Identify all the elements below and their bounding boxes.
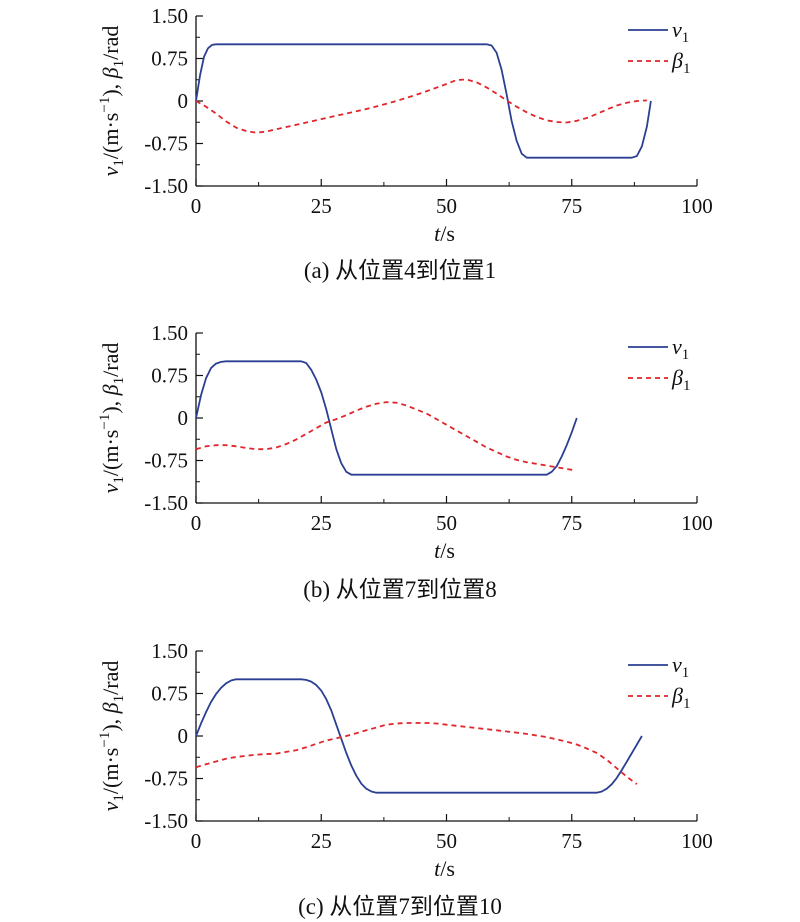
x-axis-label-var: t [434, 856, 441, 881]
y-axis-label-v: v [98, 166, 123, 176]
y-tick-label: 0 [178, 724, 189, 748]
legend-sub: 1 [683, 696, 691, 712]
y-axis-label-unit: /(m·s [98, 113, 123, 159]
y-axis-label-v-sub: 1 [111, 794, 127, 802]
y-axis-label-beta: β [98, 384, 123, 396]
y-axis-label-v-sub: 1 [111, 159, 127, 167]
legend-label-v1: v1 [672, 652, 689, 681]
x-tick-label: 75 [561, 194, 582, 218]
series-line-v1 [195, 43, 652, 159]
x-axis-label-var: t [434, 538, 441, 563]
y-axis-label-unit-sup: −1 [97, 414, 113, 430]
x-axis-label-unit: /s [440, 538, 455, 563]
y-axis-label-beta: β [98, 702, 123, 714]
chart-panel-1: 1.500.750-0.75-1.500 25 50 75 100t/sv1/(m·s−… [97, 4, 713, 283]
x-tick-label: 0 [191, 511, 202, 535]
y-axis-label-unit-sup: −1 [97, 97, 113, 113]
y-tick-label: 0 [178, 89, 189, 113]
y-axis-label-beta-unit: /rad [98, 661, 123, 695]
legend-label-v1: v1 [672, 334, 689, 363]
y-axis-label-unit-close: ), [98, 395, 123, 413]
y-tick-label: 0.75 [151, 47, 188, 71]
y-tick-label: -1.50 [144, 809, 188, 833]
x-axis-label: t/s [434, 856, 455, 881]
y-axis-label-v-sub: 1 [111, 476, 127, 484]
y-tick-label: 1.50 [151, 639, 188, 663]
legend-label-beta1: β1 [671, 365, 690, 394]
y-axis-label-beta-sub: 1 [111, 60, 127, 68]
series-line-beta1 [195, 78, 647, 134]
panel-caption: (b) 从位置7到位置8 [303, 577, 497, 602]
y-tick-label: 1.50 [151, 321, 188, 345]
legend-symbol: v [672, 652, 682, 677]
y-axis-label: v1/(m·s−1), β1/rad [97, 661, 127, 812]
legend-symbol: v [672, 334, 682, 359]
series-line-v1 [195, 360, 578, 476]
legend-sub: 1 [683, 378, 691, 394]
y-axis-label: v1/(m·s−1), β1/rad [97, 343, 127, 494]
y-tick-label: 1.50 [151, 4, 188, 28]
x-tick-label: 100 [681, 194, 713, 218]
series-line-beta1 [195, 722, 638, 785]
legend-sub: 1 [682, 30, 690, 46]
y-axis-label-unit-close: ), [98, 713, 123, 731]
x-tick-label: 0 [191, 194, 202, 218]
x-axis-label-var: t [434, 221, 441, 246]
series-line-v1 [195, 678, 643, 794]
y-axis-label-beta-unit: /rad [98, 26, 123, 60]
x-tick-label: 75 [561, 511, 582, 535]
y-axis-label-unit: /(m·s [98, 748, 123, 794]
legend-symbol: v [672, 17, 682, 42]
legend-symbol: β [671, 48, 683, 73]
legend-symbol: β [671, 365, 683, 390]
y-axis-label-beta: β [98, 67, 123, 79]
x-tick-label: 50 [436, 194, 457, 218]
legend-sub: 1 [683, 61, 691, 77]
x-tick-label: 25 [311, 829, 332, 853]
x-axis-label: t/s [434, 221, 455, 246]
chart-panel-3: 1.500.750-0.75-1.500 25 50 75 100t/sv1/(m·s−… [97, 639, 713, 919]
y-axis-label-unit-close: ), [98, 78, 123, 96]
legend-label-beta1: β1 [671, 48, 690, 77]
y-axis-label-unit: /(m·s [98, 430, 123, 476]
legend-label-v1: v1 [672, 17, 689, 46]
x-axis-label: t/s [434, 538, 455, 563]
y-axis-label-beta-unit: /rad [98, 343, 123, 377]
panel-caption: (c) 从位置7到位置10 [298, 894, 502, 919]
y-tick-label: 0.75 [151, 364, 188, 388]
y-tick-label: -0.75 [144, 767, 188, 791]
y-axis-label: v1/(m·s−1), β1/rad [97, 26, 127, 177]
y-tick-label: 0 [178, 406, 189, 430]
y-tick-label: 0.75 [151, 682, 188, 706]
y-axis-label-beta-sub: 1 [111, 695, 127, 703]
legend-label-beta1: β1 [671, 683, 690, 712]
y-axis-label-v: v [98, 801, 123, 811]
y-axis-label-unit-sup: −1 [97, 732, 113, 748]
series-line-beta1 [195, 401, 575, 471]
y-axis-label-v: v [98, 483, 123, 493]
x-tick-label: 25 [311, 511, 332, 535]
x-tick-label: 100 [681, 829, 713, 853]
x-axis-label-unit: /s [440, 856, 455, 881]
x-tick-label: 100 [681, 511, 713, 535]
y-tick-label: -0.75 [144, 449, 188, 473]
x-axis-label-unit: /s [440, 221, 455, 246]
x-tick-label: 25 [311, 194, 332, 218]
legend-sub: 1 [682, 347, 690, 363]
legend-symbol: β [671, 683, 683, 708]
x-tick-label: 75 [561, 829, 582, 853]
y-tick-label: -1.50 [144, 491, 188, 515]
y-tick-label: -1.50 [144, 174, 188, 198]
x-tick-label: 50 [436, 511, 457, 535]
y-tick-label: -0.75 [144, 132, 188, 156]
x-tick-label: 0 [191, 829, 202, 853]
panel-caption: (a) 从位置4到位置1 [304, 258, 496, 283]
legend-sub: 1 [682, 665, 690, 681]
x-tick-label: 50 [436, 829, 457, 853]
chart-panel-2: 1.500.750-0.75-1.500 25 50 75 100t/sv1/(m·s−… [97, 321, 713, 602]
y-axis-label-beta-sub: 1 [111, 377, 127, 385]
